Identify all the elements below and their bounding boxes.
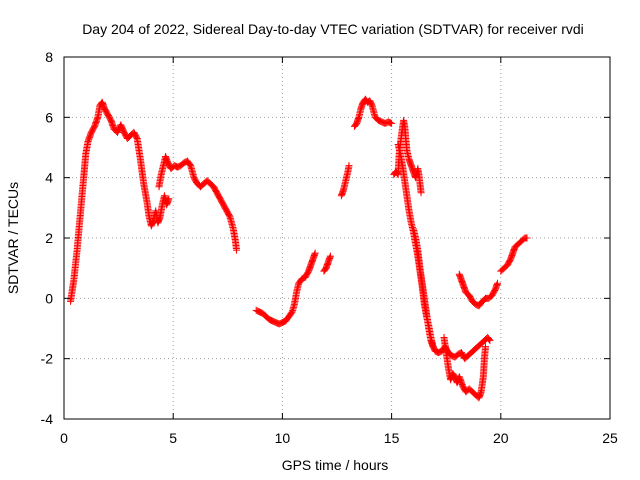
data-point [494,279,502,287]
data-point [523,234,531,242]
data-point [233,246,241,254]
x-tick-label: 10 [275,430,291,446]
x-axis-label: GPS time / hours [282,457,389,473]
y-tick-label: -4 [41,411,54,427]
y-tick-label: -2 [41,351,54,367]
y-tick-labels: -4 -2 0 2 4 6 8 [41,49,54,427]
grid-lines [64,57,610,419]
y-axis-label: SDTVAR / TECUs [5,182,21,294]
x-tick-label: 25 [602,430,618,446]
data-point [485,336,493,344]
x-tick-label: 5 [169,430,177,446]
data-point [311,249,319,257]
x-tick-label: 20 [493,430,509,446]
data-point [417,189,425,197]
data-point [388,119,396,127]
y-tick-label: 8 [45,49,53,65]
axis-ticks [63,56,611,420]
data-point [165,195,173,203]
x-tick-labels: 0 5 10 15 20 25 [60,430,618,446]
y-tick-label: 2 [45,230,53,246]
y-tick-label: 0 [45,290,53,306]
x-tick-label: 15 [384,430,400,446]
data-points [67,95,531,402]
y-tick-label: 6 [45,109,53,125]
data-point [345,162,353,170]
data-point [482,343,490,351]
data-point [429,343,437,351]
data-point [326,252,334,260]
data-point [387,119,395,127]
x-tick-label: 0 [60,430,68,446]
chart-title: Day 204 of 2022, Sidereal Day-to-day VTE… [82,21,584,37]
y-tick-label: 4 [45,170,53,186]
data-point [486,337,494,345]
